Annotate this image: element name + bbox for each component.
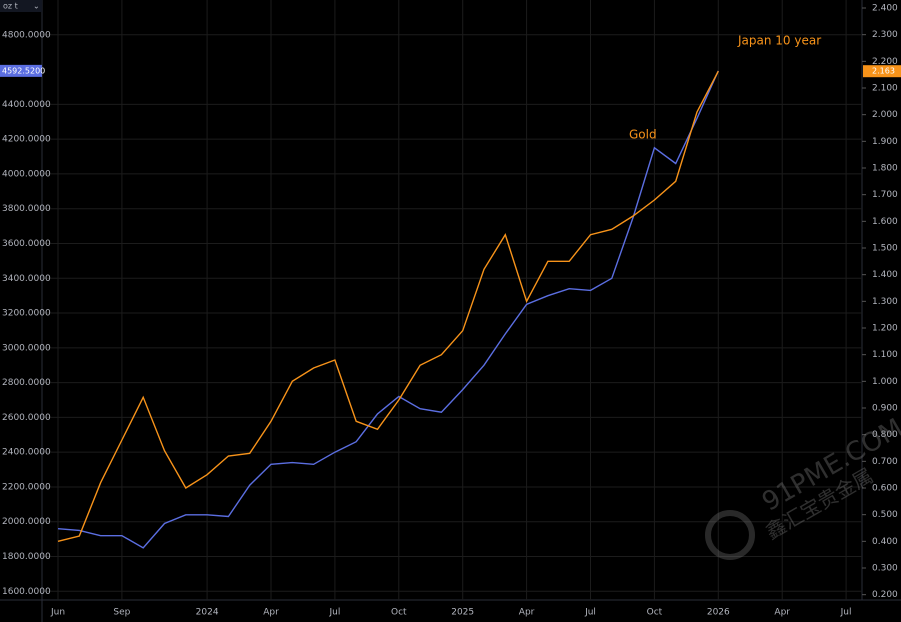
y-tick-label: 4400.0000 [2,100,51,110]
last-value-tag [863,65,901,78]
y2-tick-label: 0.200 [872,590,898,600]
y2-tick-label: 1.900 [872,137,898,147]
y-tick-label: 2400.0000 [2,448,51,458]
y2-tick-label: 1.700 [872,190,898,200]
dropdown-caret: ⌄ [33,2,40,11]
y-tick-label: 3800.0000 [2,204,51,214]
y2-tick-label: 2.400 [872,4,898,14]
y2-tick-label: 1.800 [872,164,898,174]
y-tick-label: 4800.0000 [2,30,51,40]
y2-tick-label: 0.600 [872,484,898,494]
series-line [57,70,719,542]
y-tick-label: 1800.0000 [2,552,51,562]
unit-selector[interactable] [0,0,42,12]
y-tick-label: 3400.0000 [2,274,51,284]
y2-tick-label: 2.000 [872,110,898,120]
x-tick-label: Oct [391,608,407,618]
x-tick-label: Apr [263,608,279,618]
y-tick-label: 1600.0000 [2,587,51,597]
last-value-tag [0,64,42,77]
y2-tick-label: 0.400 [872,537,898,547]
y2-tick-label: 0.500 [872,510,898,520]
y2-tick-label: 2.200 [872,57,898,67]
x-tick-label: Apr [774,608,790,618]
y2-tick-label: 1.300 [872,297,898,307]
y2-tick-label: 0.900 [872,404,898,414]
y-tick-label: 3200.0000 [2,309,51,319]
x-tick-label: Jul [328,608,340,618]
x-tick-label: Oct [647,608,663,618]
y-tick-label: 2800.0000 [2,378,51,388]
y-tick-label: 3600.0000 [2,239,51,249]
x-tick-label: Jul [584,608,596,618]
unit-selector-label: oz t [3,2,18,11]
annotation: Japan 10 year [737,34,821,48]
y2-tick-label: 1.200 [872,324,898,334]
y-tick-label: 4200.0000 [2,135,51,145]
y2-tick-label: 1.600 [872,217,898,227]
y-tick-label: 2200.0000 [2,482,51,492]
y2-tick-label: 1.000 [872,377,898,387]
x-tick-label: Jul [840,608,852,618]
y2-tick-label: 2.100 [872,84,898,94]
y2-tick-label: 1.500 [872,244,898,254]
y-tick-label: 2600.0000 [2,413,51,423]
y-tick-label: 3000.0000 [2,343,51,353]
y-tick-label: 4000.0000 [2,169,51,179]
x-tick-label: 2024 [196,608,219,618]
y2-tick-label: 0.800 [872,430,898,440]
last-value-label: 2.163 [872,67,895,76]
x-tick-label: Jun [50,608,65,618]
watermark-logo [705,510,755,560]
y2-tick-label: 0.700 [872,457,898,467]
y2-tick-label: 1.400 [872,270,898,280]
annotation: Gold [629,128,657,142]
x-tick-label: Sep [113,608,130,618]
series-line [57,70,719,549]
x-tick-label: 2025 [451,608,474,618]
y2-tick-label: 0.300 [872,564,898,574]
x-tick-label: Apr [519,608,535,618]
y2-tick-label: 2.300 [872,30,898,40]
y2-tick-label: 1.100 [872,350,898,360]
last-value-label: 4592.5200 [2,66,45,75]
y-tick-label: 2000.0000 [2,517,51,527]
x-tick-label: 2026 [707,608,730,618]
